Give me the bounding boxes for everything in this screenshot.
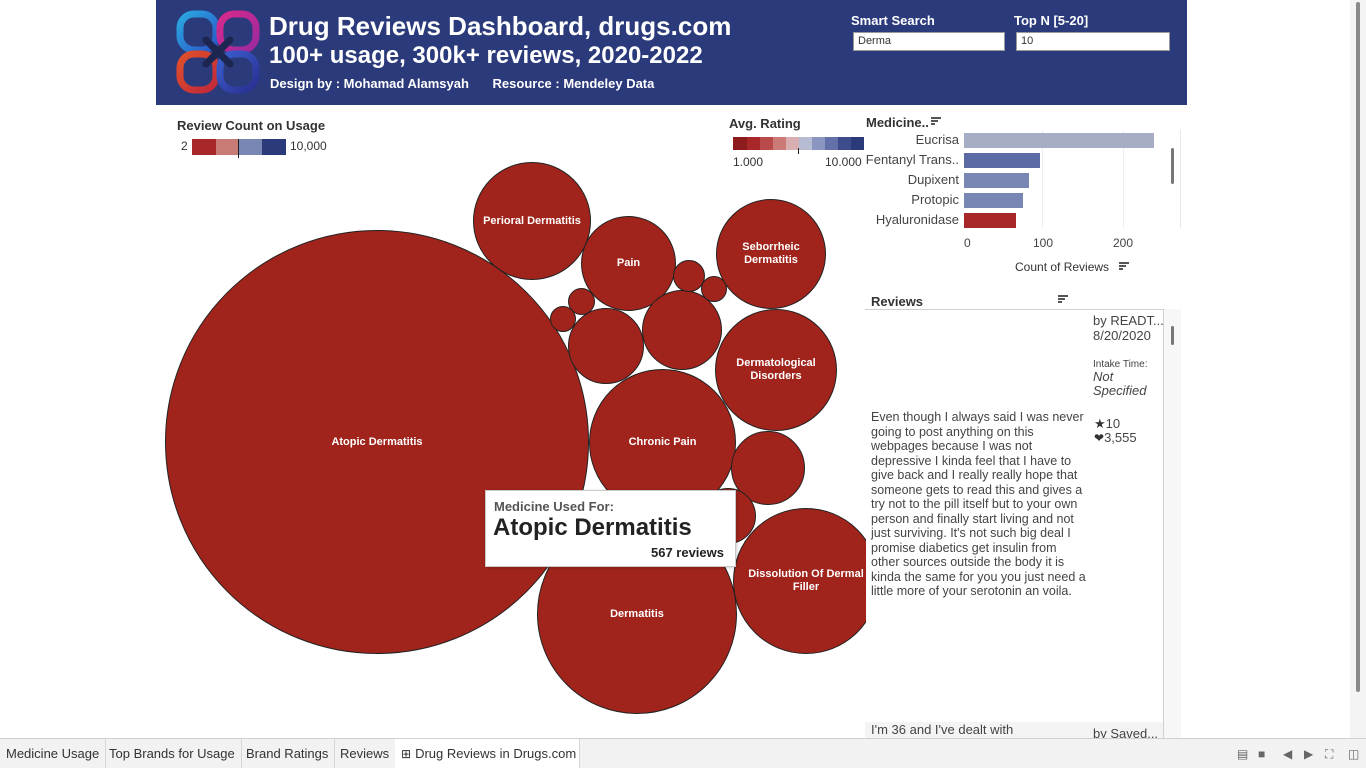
tab-label: Drug Reviews in Drugs.com xyxy=(415,746,577,761)
bubble-seborrheic-dermatitis[interactable]: Seborrheic Dermatitis xyxy=(716,199,826,309)
review-text: Even though I always said I was never go… xyxy=(871,410,1086,598)
avg-rating-legend-max: 10.000 xyxy=(825,155,862,169)
review-date: 8/20/2020 xyxy=(1093,328,1151,343)
bubble[interactable] xyxy=(701,276,727,302)
usage-bubble-chart: Atopic Dermatitis Perioral Dermatitis Pa… xyxy=(165,162,866,714)
next-icon[interactable]: ▶ xyxy=(1304,747,1314,761)
grid-icon: ⊞ xyxy=(401,747,412,761)
bubble-label: Seborrheic Dermatitis xyxy=(742,241,800,266)
header-banner: Drug Reviews Dashboard, drugs.com 100+ u… xyxy=(156,0,1187,105)
smart-search-label: Smart Search xyxy=(851,13,935,28)
bubble-label: Pain xyxy=(616,257,641,269)
reviews-scrollbar[interactable] xyxy=(1171,326,1174,345)
bar-chart-scrollbar[interactable] xyxy=(1171,148,1174,184)
bar[interactable] xyxy=(964,193,1024,208)
axis-tick: 100 xyxy=(1033,236,1054,250)
bar-chart-axis-title: Count of Reviews xyxy=(1015,260,1110,274)
bar-label: Dupixent xyxy=(907,172,959,187)
bar[interactable] xyxy=(964,153,1040,168)
bubble-tooltip: Medicine Used For: Atopic Dermatitis 567… xyxy=(485,490,736,567)
dashboard-subtitle: 100+ usage, 300k+ reviews, 2020-2022 xyxy=(269,42,703,69)
bubble-label: Dissolution Of Dermal Filler xyxy=(748,568,864,593)
sort-icon[interactable] xyxy=(1119,262,1129,270)
bubble[interactable] xyxy=(568,308,644,384)
intake-label: Intake Time: xyxy=(1093,359,1148,370)
bubble-label: Dermatological Disorders xyxy=(736,357,816,382)
axis-tick: 200 xyxy=(1113,236,1134,250)
single-view-icon[interactable]: ■ xyxy=(1258,747,1266,761)
sheet-tab-bar: Medicine Usage Top Brands for Usage Bran… xyxy=(0,738,1366,768)
logo-icon xyxy=(176,10,260,94)
page-scrollbar[interactable] xyxy=(1356,2,1360,692)
review-count-legend-min: 2 xyxy=(181,139,188,153)
heart-icon: ❤ xyxy=(1094,431,1105,445)
bar[interactable] xyxy=(964,213,1016,228)
sort-icon[interactable] xyxy=(931,117,941,125)
axis-tick: 0 xyxy=(964,236,971,250)
review-likes: ❤3,555 xyxy=(1094,430,1137,445)
reviews-title: Reviews xyxy=(871,294,924,309)
intake-value: Not Specified xyxy=(1093,369,1147,398)
dashboard-title: Drug Reviews Dashboard, drugs.com xyxy=(269,11,732,41)
tooltip-value: Atopic Dermatitis xyxy=(493,514,692,541)
bubble-atopic-dermatitis[interactable]: Atopic Dermatitis xyxy=(165,230,589,654)
bubble-label: Chronic Pain xyxy=(628,436,697,448)
bar-label: Hyaluronidase xyxy=(875,212,959,227)
avg-rating-legend-min: 1.000 xyxy=(733,155,764,169)
bubble-label: Dermatitis xyxy=(610,607,664,620)
credits: Design by : Mohamad Alamsyah Resource : … xyxy=(270,76,654,91)
rating-value: 10 xyxy=(1105,416,1121,431)
divider xyxy=(865,309,1163,310)
tooltip-count: 567 reviews xyxy=(650,545,724,560)
tab-reviews[interactable]: Reviews xyxy=(334,739,397,768)
bubble-label: Perioral Dermatitis xyxy=(483,214,581,227)
review-count-legend-title: Review Count on Usage xyxy=(177,118,326,133)
review-count-legend-max: 10,000 xyxy=(290,139,327,153)
bar-label: Protopic xyxy=(911,192,959,207)
sort-icon[interactable] xyxy=(1058,295,1068,303)
bar[interactable] xyxy=(964,133,1155,148)
divider xyxy=(1163,309,1164,738)
top-n-label: Top N [5-20] xyxy=(1014,13,1089,28)
bubble-dermatological-disorders[interactable]: Dermatological Disorders xyxy=(715,309,837,431)
tab-brand-ratings[interactable]: Brand Ratings xyxy=(240,739,336,768)
review-author: by READT... xyxy=(1093,313,1164,328)
bar[interactable] xyxy=(964,173,1029,188)
bar-chart-title: Medicine.. xyxy=(866,115,929,130)
bubble-perioral-dermatitis[interactable]: Perioral Dermatitis xyxy=(473,162,591,280)
bar-chart-area xyxy=(864,130,1181,228)
likes-value: 3,555 xyxy=(1104,430,1137,445)
smart-search-input[interactable]: Derma xyxy=(853,32,1005,51)
tab-medicine-usage[interactable]: Medicine Usage xyxy=(0,739,107,768)
more-icon[interactable]: ◫ xyxy=(1348,747,1360,761)
tab-top-brands[interactable]: Top Brands for Usage xyxy=(103,739,242,768)
avg-rating-legend-title: Avg. Rating xyxy=(729,116,801,131)
next-review-text: I'm 36 and I've dealt with xyxy=(871,722,1014,737)
bubble-label: Atopic Dermatitis xyxy=(331,435,423,448)
previous-icon[interactable]: ◀ xyxy=(1283,747,1293,761)
resource: Resource : Mendeley Data xyxy=(492,76,655,91)
review-rating: ★10 xyxy=(1094,416,1120,432)
bubble[interactable] xyxy=(550,306,576,332)
next-review-author: by Saved... xyxy=(1093,726,1159,741)
tooltip-label: Medicine Used For: xyxy=(494,499,614,514)
fullscreen-icon[interactable]: ⛶ xyxy=(1325,747,1334,761)
grid-view-icon[interactable]: ▤ xyxy=(1237,747,1249,761)
top-n-input[interactable]: 10 xyxy=(1016,32,1170,51)
bubble[interactable] xyxy=(642,290,722,370)
star-icon: ★ xyxy=(1094,416,1106,431)
bubble[interactable] xyxy=(673,260,705,292)
reviews-scroll-track[interactable] xyxy=(1164,309,1181,738)
bar-label: Fentanyl Trans.. xyxy=(865,152,959,167)
bar-label: Eucrisa xyxy=(915,132,959,147)
bubble-dissolution-of-dermal-filler[interactable]: Dissolution Of Dermal Filler xyxy=(733,508,866,654)
tab-drug-reviews[interactable]: ⊞ Drug Reviews in Drugs.com xyxy=(395,739,580,768)
next-review-row xyxy=(865,722,1163,738)
design-by: Design by : Mohamad Alamsyah xyxy=(270,76,469,91)
